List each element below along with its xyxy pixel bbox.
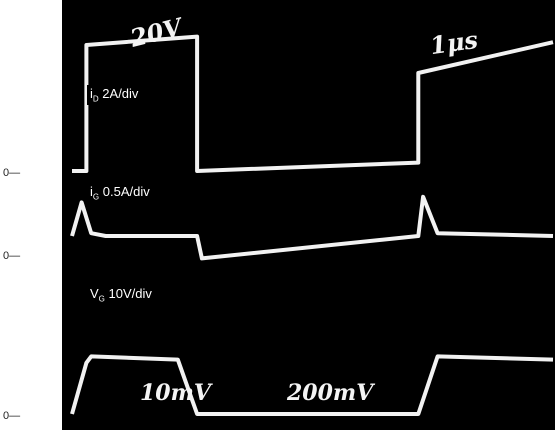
vg-trace-label: VG 10V/div	[87, 285, 155, 305]
annotation-200mv: 200mV	[287, 380, 374, 406]
vg-zero-marker: 0—	[3, 410, 21, 422]
ig-trace-label: iG 0.5A/div	[87, 183, 153, 203]
trace-id	[72, 34, 554, 173]
trace-ig	[70, 194, 554, 261]
annotation-10mv: 10mV	[140, 380, 211, 406]
oscilloscope-screen: iD 2A/div iG 0.5A/div VG 10V/div 20V 1μs…	[62, 0, 555, 430]
trace-vg	[70, 354, 554, 416]
waveform-plot	[70, 34, 554, 416]
ig-zero-marker: 0—	[3, 250, 21, 262]
id-trace-label: iD 2A/div	[87, 85, 142, 105]
id-zero-marker: 0—	[3, 167, 21, 179]
